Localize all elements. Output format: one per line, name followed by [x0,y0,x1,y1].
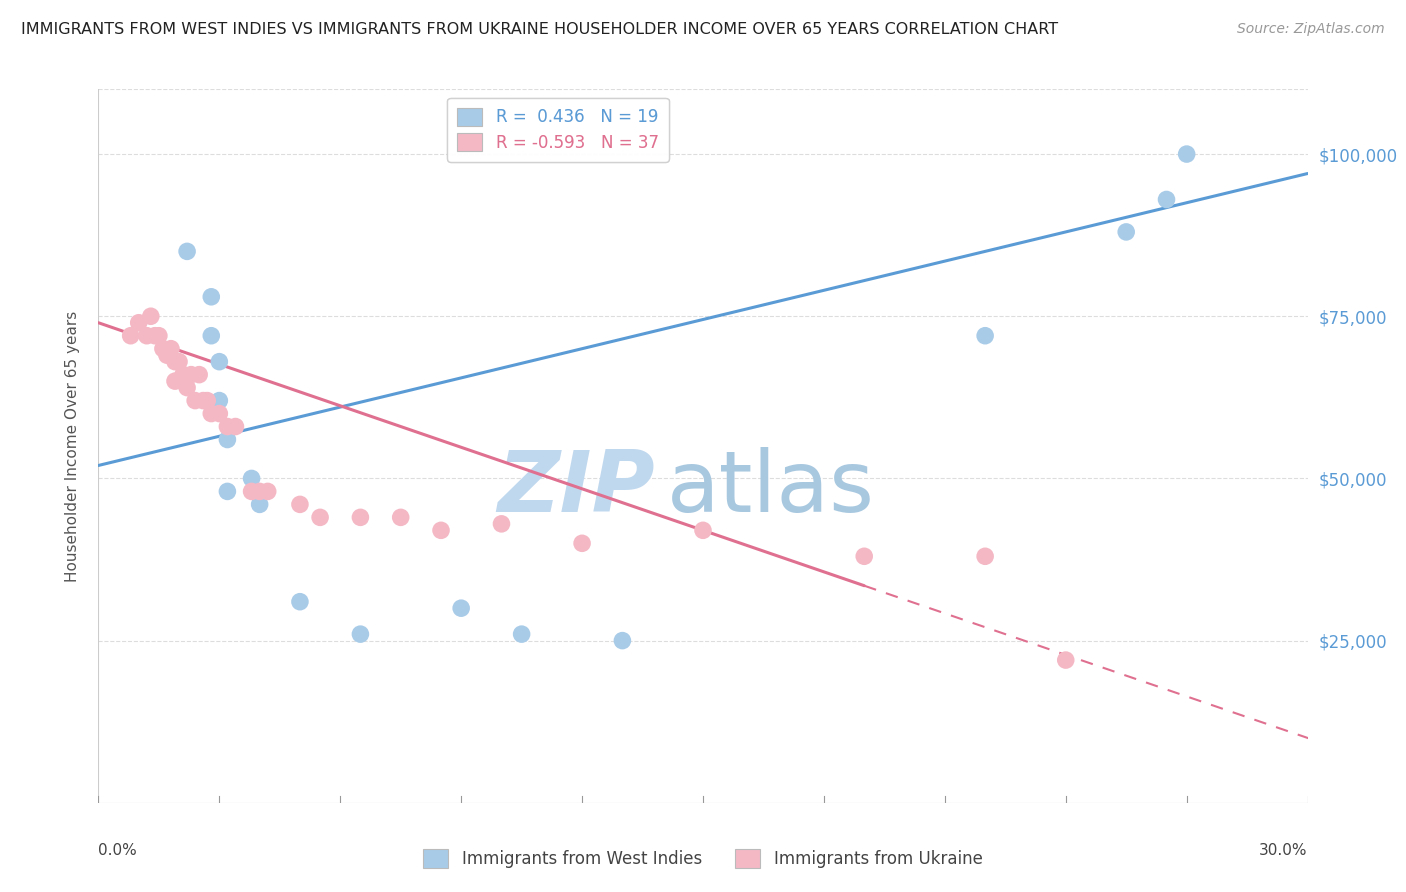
Point [160,342,183,356]
Point [288,497,311,511]
Point [156,348,179,362]
Point [208,393,231,408]
Point [208,354,231,368]
Point [128,316,150,330]
Point [240,484,263,499]
Text: ZIP: ZIP [496,447,655,531]
Point [249,497,271,511]
Point [188,368,211,382]
Text: 0.0%: 0.0% [98,843,138,858]
Text: atlas: atlas [666,447,875,531]
Point [172,368,194,382]
Point [249,484,271,499]
Point [256,484,278,499]
Point [200,290,222,304]
Point [240,471,263,485]
Point [974,549,997,564]
Point [120,328,142,343]
Point [692,524,714,538]
Point [1156,193,1178,207]
Point [163,374,186,388]
Point [195,393,218,408]
Point [115,50,138,64]
Point [974,328,997,343]
Point [139,310,162,324]
Point [163,354,186,368]
Legend: Immigrants from West Indies, Immigrants from Ukraine: Immigrants from West Indies, Immigrants … [416,843,990,875]
Point [152,342,174,356]
Point [184,393,207,408]
Y-axis label: Householder Income Over 65 years: Householder Income Over 65 years [65,310,80,582]
Point [491,516,513,531]
Point [450,601,472,615]
Point [430,524,453,538]
Point [389,510,412,524]
Point [148,328,170,343]
Point [143,328,166,343]
Text: IMMIGRANTS FROM WEST INDIES VS IMMIGRANTS FROM UKRAINE HOUSEHOLDER INCOME OVER 6: IMMIGRANTS FROM WEST INDIES VS IMMIGRANT… [21,22,1059,37]
Text: Source: ZipAtlas.com: Source: ZipAtlas.com [1237,22,1385,37]
Point [176,381,198,395]
Point [288,595,311,609]
Point [217,433,239,447]
Point [135,328,157,343]
Point [1115,225,1137,239]
Text: 30.0%: 30.0% [1260,843,1308,858]
Point [200,328,222,343]
Point [224,419,246,434]
Point [510,627,533,641]
Point [217,419,239,434]
Legend: R =  0.436   N = 19, R = -0.593   N = 37: R = 0.436 N = 19, R = -0.593 N = 37 [447,97,669,161]
Point [193,393,215,408]
Point [208,407,231,421]
Point [349,627,371,641]
Point [176,244,198,259]
Point [612,633,634,648]
Point [200,407,222,421]
Point [853,549,876,564]
Point [1175,147,1198,161]
Point [571,536,593,550]
Point [349,510,371,524]
Point [167,354,190,368]
Point [309,510,332,524]
Point [217,484,239,499]
Point [180,368,202,382]
Point [1054,653,1077,667]
